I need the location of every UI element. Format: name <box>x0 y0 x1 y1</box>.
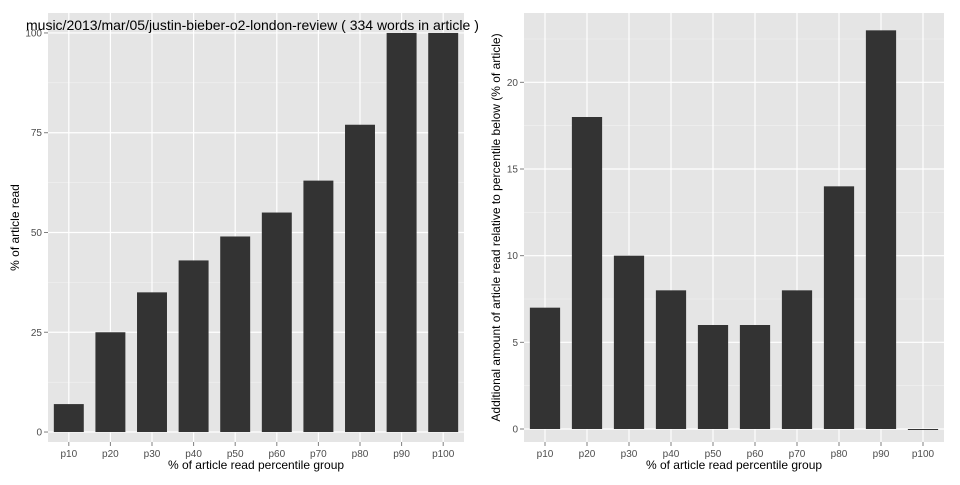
x-tick-label: p30 <box>144 449 161 460</box>
bar-p50 <box>220 236 251 433</box>
bar-p30 <box>613 255 645 429</box>
x-tick-label: p40 <box>185 449 202 460</box>
bar-p50 <box>697 325 729 429</box>
bar-p70 <box>303 180 334 433</box>
bar-p10 <box>529 307 561 429</box>
y-tick-label: 100 <box>25 28 42 39</box>
x-tick-label: p90 <box>873 449 890 460</box>
x-tick-label: p10 <box>537 449 554 460</box>
x-tick-label: p100 <box>432 449 455 460</box>
x-tick-label: p70 <box>310 449 327 460</box>
x-tick-label: p50 <box>705 449 722 460</box>
x-tick-label: p20 <box>579 449 596 460</box>
bar-p40 <box>655 290 687 429</box>
bar-p100 <box>428 32 459 433</box>
y-tick-label: 25 <box>31 328 43 339</box>
x-tick-label: p100 <box>912 449 935 460</box>
bar-p80 <box>345 124 375 433</box>
y-tick-label: 10 <box>507 251 519 262</box>
bar-p80 <box>823 186 855 429</box>
bar-p30 <box>137 292 167 433</box>
x-axis-title: % of article read percentile group <box>646 458 822 472</box>
x-tick-label: p60 <box>268 449 285 460</box>
bar-p20 <box>95 332 126 433</box>
y-axis-title: Additional amount of article read relati… <box>489 33 503 421</box>
x-tick-label: p20 <box>102 449 119 460</box>
y-tick-label: 5 <box>512 338 518 349</box>
bar-p20 <box>571 117 603 429</box>
y-tick-label: 20 <box>507 78 519 89</box>
x-tick-label: p80 <box>831 449 848 460</box>
x-tick-label: p90 <box>393 449 410 460</box>
x-tick-label: p30 <box>621 449 638 460</box>
chart-title: music/2013/mar/05/justin-bieber-o2-londo… <box>26 17 479 33</box>
bar-p40 <box>178 260 209 433</box>
bar-p90 <box>865 30 897 429</box>
y-tick-label: 50 <box>31 228 43 239</box>
x-tick-label: p70 <box>789 449 806 460</box>
chart-panel-1: 0 25 50 75 100 p10 p20 p30 p40 p50 p60 p70 p80 p90 p10… <box>8 13 479 472</box>
x-tick-label: p60 <box>747 449 764 460</box>
y-tick-label: 75 <box>31 128 43 139</box>
bar-p60 <box>739 325 771 429</box>
y-tick-label: 0 <box>36 428 42 439</box>
x-tick-label: p10 <box>60 449 77 460</box>
y-tick-label: 0 <box>512 425 518 436</box>
x-tick-label: p40 <box>663 449 680 460</box>
bar-p10 <box>53 404 84 433</box>
x-axis-title: % of article read percentile group <box>168 458 344 472</box>
chart-panel-2: 0 5 10 15 20 p10 p20 p30 p40 p50 p60 p70 p80 p90 p100%… <box>489 13 944 472</box>
bar-p90 <box>386 32 417 433</box>
bar-p100 <box>907 429 939 430</box>
y-axis-title: % of article read <box>8 184 22 271</box>
x-tick-label: p80 <box>352 449 369 460</box>
y-tick-label: 15 <box>507 165 519 176</box>
bar-p60 <box>261 212 292 433</box>
bar-p70 <box>781 290 813 429</box>
x-tick-label: p50 <box>227 449 244 460</box>
